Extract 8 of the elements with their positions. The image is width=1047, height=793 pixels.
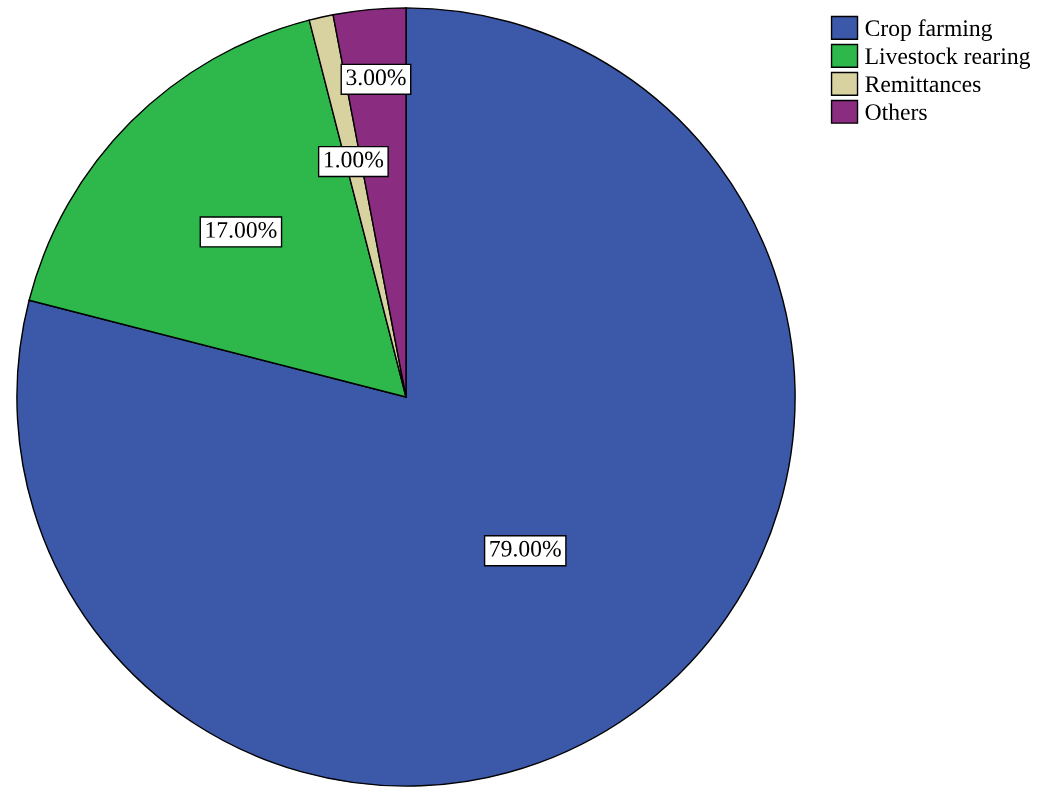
data-label: 17.00% [206,221,277,238]
legend-label: Livestock rearing [865,47,1031,69]
legend-label: Others [865,103,927,121]
data-label: 79.00% [490,540,561,557]
legend-label: Crop farming [865,19,993,41]
data-label: 3.00% [346,69,406,86]
data-label: 1.00% [324,151,384,168]
legend-label: Remittances [865,76,981,93]
